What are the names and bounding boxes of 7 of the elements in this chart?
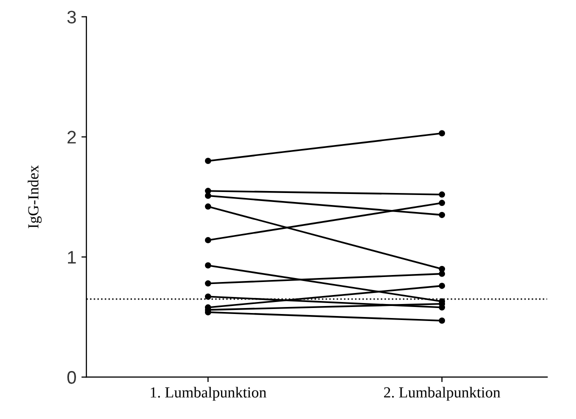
y-tick-label: 1 <box>68 251 76 264</box>
x-tick-label: 2. Lumbalpunktion <box>384 386 500 401</box>
y-tick-label: 0 <box>67 371 76 384</box>
y-tick-label: 2 <box>68 130 76 144</box>
y-tick-label: 3 <box>67 10 76 24</box>
y-axis-title: IgG-Index <box>28 165 42 228</box>
x-tick-label: 1. Lumbalpunktion <box>150 386 266 401</box>
